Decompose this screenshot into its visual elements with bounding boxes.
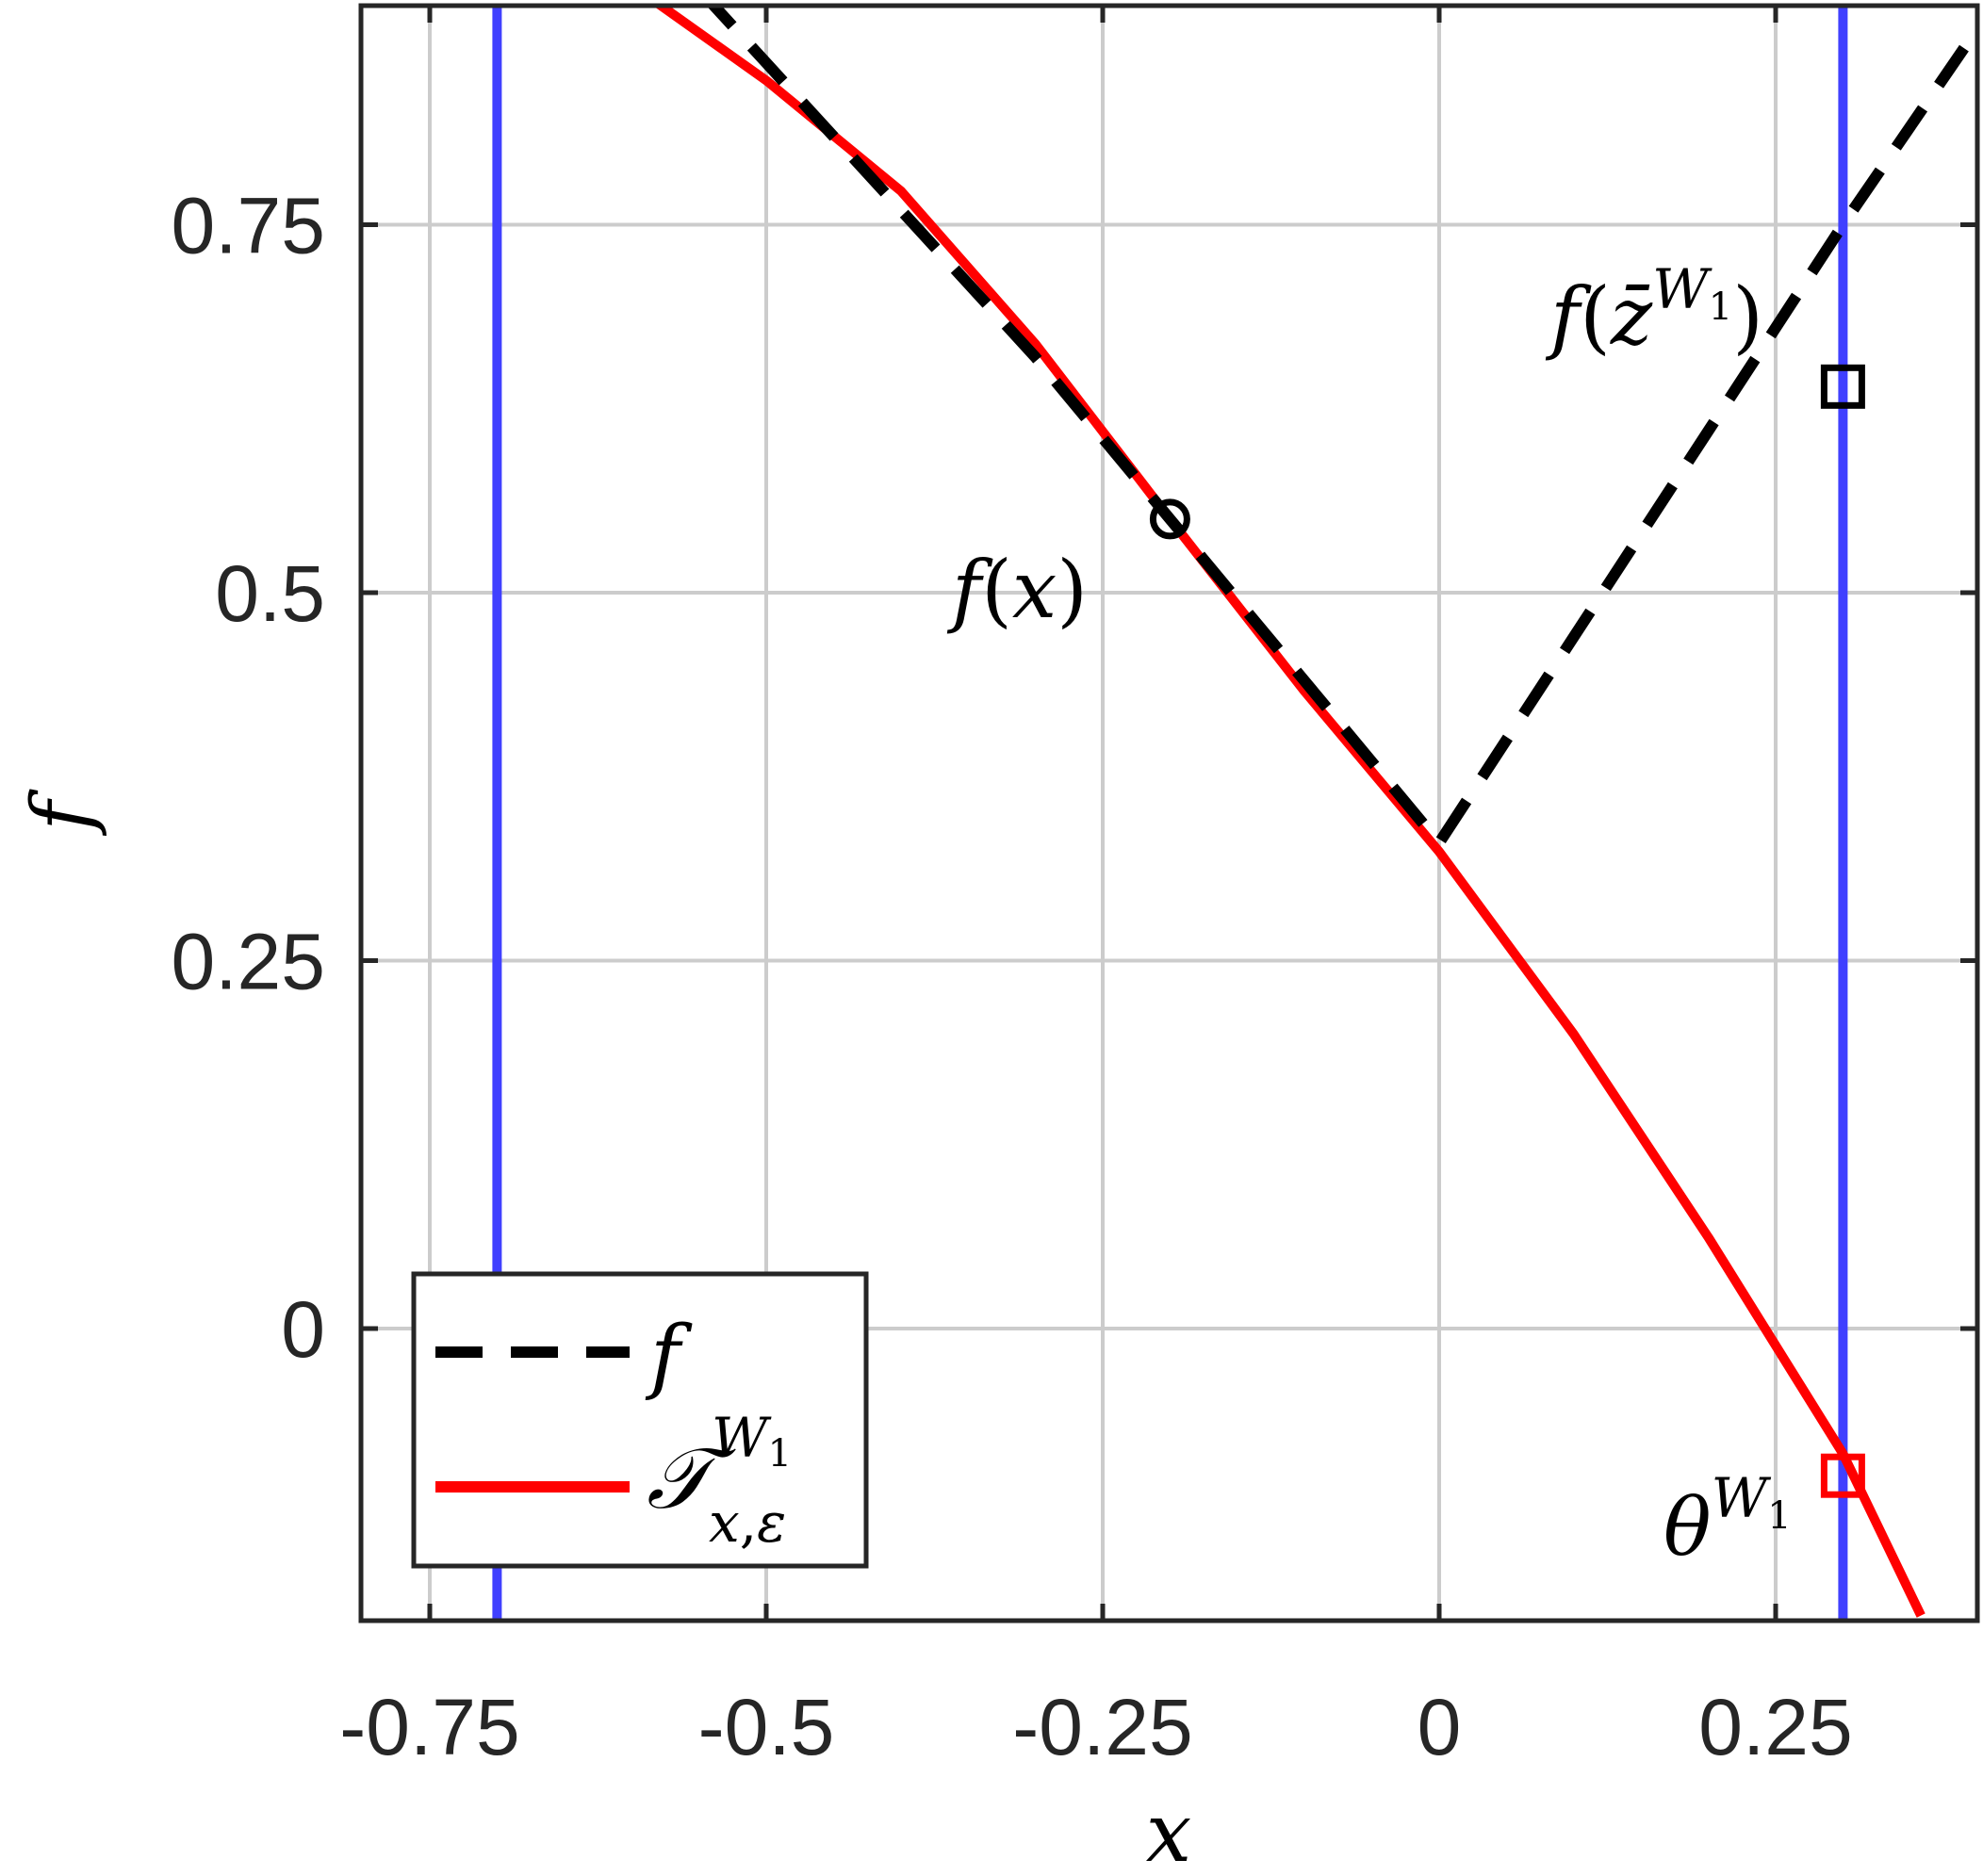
y-tick-label: 0.5 [215,549,325,638]
x-tick-label: 0 [1418,1683,1462,1771]
legend-t-subscript: x,ε [709,1491,786,1555]
theta-base: θ [1663,1481,1712,1574]
fx-open: ( [981,544,1012,636]
fz-open: ( [1580,270,1611,363]
legend-t-sub-comma: , [740,1491,757,1555]
fz-sup-1: 1 [1709,285,1732,329]
x-tick-label: -0.25 [1012,1683,1192,1771]
legend-t-sup-1: 1 [768,1432,792,1476]
x-tick-label: 0.25 [1698,1683,1853,1771]
theta-annotation: θW1 [1663,1466,1792,1574]
plot-frame [358,3,1980,1623]
tick-labels: -0.75 -0.5 -0.25 0 0.25 0 0.25 0.5 0.75 [172,182,1853,1772]
y-axis-label: f [15,789,109,837]
series-line-f [706,6,1969,849]
legend-t-sub-x: x [709,1491,740,1555]
axis-ticks [361,6,1977,1621]
y-tick-label: 0 [281,1285,325,1374]
legend-t-sup-w: W [712,1406,772,1470]
theta-sup-1: 1 [1767,1494,1791,1538]
x-tick-label: -0.75 [339,1683,519,1771]
markers [1149,364,1865,1498]
theta-sup-w: W [1712,1466,1772,1530]
marker-square [1820,1453,1865,1498]
series [652,6,1969,1618]
fz-annotation: f(z̄W1) [1545,257,1763,363]
legend: f 𝒯W1 x,ε [411,1271,869,1569]
fx-x: x [1012,544,1057,636]
fz-close: ) [1732,270,1763,363]
fx-annotation: f(x) [946,544,1088,636]
legend-t-sub-eps: ε [757,1491,786,1555]
y-tick-label: 0.25 [172,918,326,1006]
legend-label-t: 𝒯W1 [647,1406,792,1528]
legend-box [411,1271,869,1569]
fz-sup-w: W [1652,257,1713,321]
fx-close: ) [1057,544,1088,636]
y-tick-label: 0.75 [172,182,326,270]
fz-zbar: z̄ [1610,270,1653,363]
marker-circle [1149,498,1190,540]
x-tick-label: -0.5 [698,1683,835,1771]
x-axis-label: x [1146,1786,1192,1876]
marker-square [1820,364,1865,409]
